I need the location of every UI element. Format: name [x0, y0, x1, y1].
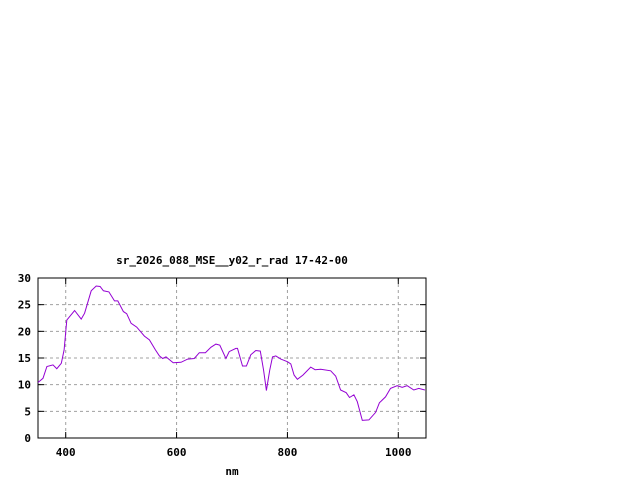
y-tick-label: 30 [18, 272, 31, 285]
x-tick-label: 1000 [385, 446, 412, 459]
y-tick-label: 0 [24, 432, 31, 445]
x-axis-label: nm [225, 465, 239, 478]
x-tick-label: 800 [277, 446, 297, 459]
y-tick-label: 15 [18, 352, 31, 365]
chart-title: sr_2026_088_MSE__y02_r_rad 17-42-00 [116, 254, 348, 267]
y-tick-label: 20 [18, 325, 31, 338]
grid [38, 278, 426, 438]
series-line [37, 285, 426, 421]
x-tick-label: 600 [167, 446, 187, 459]
y-tick-label: 25 [18, 299, 31, 312]
x-tick-label: 400 [56, 446, 76, 459]
y-tick-label: 5 [24, 405, 31, 418]
axis-ticks: 0 5 10 15 20 25 30 400 600 800 1000 [18, 272, 426, 459]
y-tick-label: 10 [18, 379, 31, 392]
